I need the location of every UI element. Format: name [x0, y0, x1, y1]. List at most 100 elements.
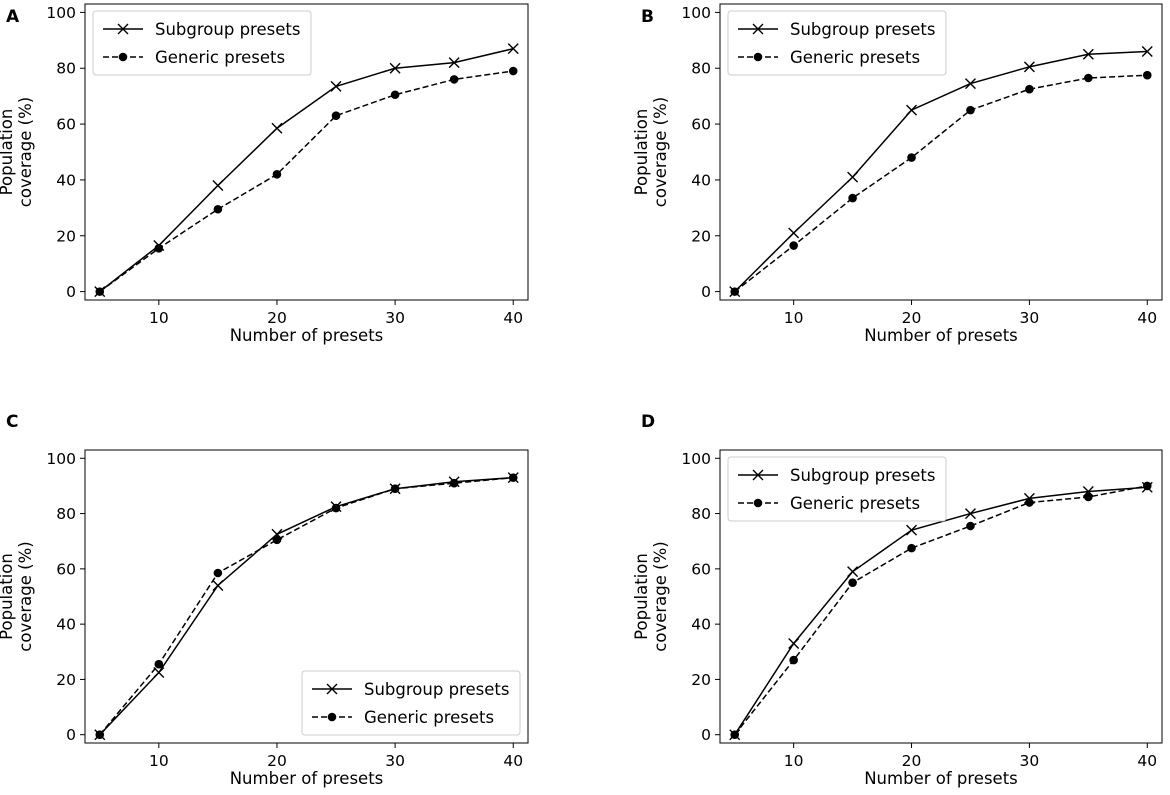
y-tick-label: 20: [56, 671, 76, 689]
data-point-generic: [331, 111, 341, 120]
y-tick-label: 40: [691, 616, 711, 634]
y-tick-label: 60: [691, 116, 711, 134]
data-point-generic: [449, 478, 459, 488]
legend-box: [727, 456, 947, 522]
y-tick-label: 80: [56, 505, 76, 523]
data-point-generic: [390, 484, 400, 493]
data-point-generic: [1142, 70, 1152, 80]
data-point-generic: [1025, 498, 1034, 507]
legend: Subgroup presets Generic presets: [92, 10, 312, 76]
data-point-subgroup: [788, 637, 800, 649]
x-tick-label: 40: [1137, 752, 1157, 770]
legend-marker-subgroup: [752, 469, 764, 481]
y-tick-label: 80: [691, 60, 711, 78]
data-point-subgroup: [964, 78, 976, 90]
y-tick-label: 20: [56, 227, 76, 245]
series-line-generic: [99, 476, 514, 736]
data-point-generic: [95, 730, 105, 740]
panel-a: A 10 20 30 40 0 20 40 60 80 100 Number of presets Po…: [0, 3, 529, 345]
x-axis-label: Number of presets: [230, 769, 384, 788]
y-tick-label: 40: [691, 171, 711, 189]
data-point-generic: [390, 90, 400, 100]
data-point-generic: [730, 287, 740, 296]
x-tick-label: 40: [1137, 309, 1157, 327]
y-tick-label: 100: [46, 4, 76, 22]
data-point-generic: [508, 66, 518, 76]
legend-label-subgroup: Subgroup presets: [790, 20, 935, 39]
y-tick-label: 60: [56, 116, 76, 134]
axes-frame: [84, 3, 529, 301]
x-tick-label: 20: [902, 309, 922, 327]
data-point-generic: [907, 153, 916, 162]
data-point-generic: [154, 244, 164, 253]
x-tick-label: 20: [267, 752, 287, 770]
x-tick-label: 20: [902, 752, 922, 770]
y-axis-label-line2: coverage (%): [16, 541, 35, 651]
series-line-subgroup: [99, 47, 514, 293]
data-point-generic: [730, 730, 740, 740]
data-point-generic: [848, 578, 857, 587]
data-point-subgroup: [330, 80, 342, 92]
x-tick-label: 30: [385, 309, 405, 327]
y-tick-label: 80: [56, 60, 76, 78]
legend-label-subgroup: Subgroup presets: [364, 680, 509, 699]
data-point-subgroup: [906, 524, 918, 536]
series-line-subgroup: [734, 486, 1148, 736]
y-tick-label: 20: [691, 227, 711, 245]
legend: Subgroup presets Generic presets: [301, 670, 521, 736]
data-point-generic: [272, 170, 282, 179]
data-point-subgroup: [906, 104, 918, 116]
data-point-subgroup: [788, 227, 800, 239]
series-line-generic: [734, 485, 1148, 736]
legend: Subgroup presets Generic presets: [727, 10, 947, 76]
series-line-subgroup: [99, 476, 514, 736]
x-tick-label: 30: [1020, 309, 1040, 327]
x-axis-label: Number of presets: [864, 326, 1018, 345]
legend-label-generic: Generic presets: [364, 708, 494, 727]
data-point-generic: [331, 503, 341, 513]
data-point-generic: [966, 105, 975, 115]
y-axis-label-line1: Population: [0, 109, 16, 196]
legend-marker-generic: [753, 52, 763, 62]
data-point-subgroup: [1141, 45, 1153, 57]
data-point-subgroup: [847, 566, 859, 578]
y-tick-label: 0: [701, 283, 711, 301]
data-point-generic: [272, 535, 282, 545]
data-point-generic: [848, 193, 857, 203]
x-tick-label: 40: [503, 309, 523, 327]
panel-d: D 10 20 30 40 0 20 40 60 80 100 Number of presets Po…: [632, 412, 1163, 788]
y-tick-label: 40: [56, 616, 76, 634]
legend-box: [727, 10, 947, 76]
y-tick-label: 80: [691, 505, 711, 523]
data-point-subgroup: [847, 171, 859, 183]
series-line-generic: [734, 74, 1148, 293]
data-point-generic: [1142, 481, 1152, 491]
panel-label: B: [641, 7, 654, 27]
data-point-subgroup: [212, 579, 224, 591]
axes-frame: [719, 449, 1163, 744]
data-point-generic: [213, 204, 223, 214]
axes-frame: [719, 3, 1163, 301]
data-point-subgroup: [448, 57, 460, 69]
data-point-subgroup: [389, 62, 401, 74]
panel-label: C: [6, 412, 18, 432]
data-point-generic: [1084, 492, 1093, 502]
legend-marker-subgroup: [752, 23, 764, 35]
x-tick-label: 10: [149, 752, 169, 770]
legend-marker-generic: [327, 712, 337, 722]
x-tick-label: 30: [1020, 752, 1040, 770]
y-tick-label: 20: [691, 671, 711, 689]
data-point-subgroup: [507, 43, 519, 55]
data-point-generic: [95, 287, 105, 296]
y-axis-label-line2: coverage (%): [16, 97, 35, 207]
panel-label: D: [641, 412, 655, 432]
y-axis-label-line1: Population: [632, 109, 651, 196]
y-axis-label-line1: Population: [0, 553, 16, 640]
data-point-subgroup: [1023, 61, 1035, 73]
data-point-generic: [789, 241, 798, 250]
y-tick-label: 0: [701, 726, 711, 744]
y-axis-label-line2: coverage (%): [651, 97, 670, 207]
y-tick-label: 0: [66, 726, 76, 744]
legend-marker-subgroup: [117, 23, 129, 35]
legend-box: [301, 670, 521, 736]
